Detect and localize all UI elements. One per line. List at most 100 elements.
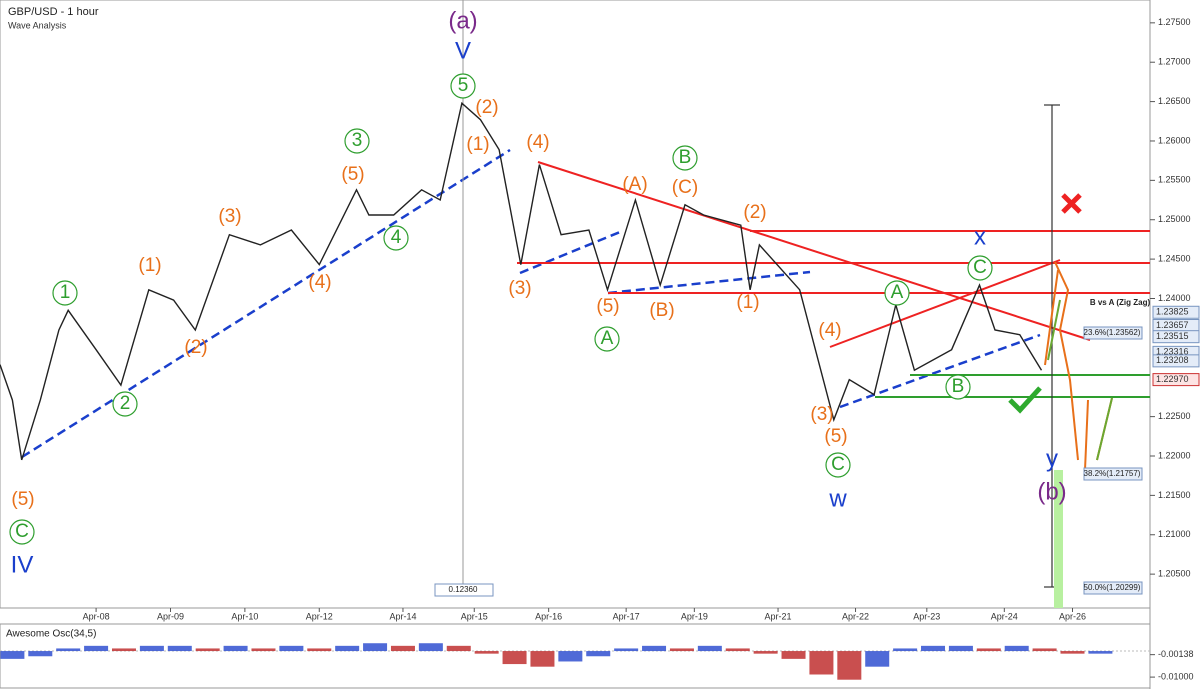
wave-circle (344, 128, 370, 154)
x-tick-label: Apr-15 (461, 611, 488, 621)
oscillator-bar (921, 645, 946, 652)
wave-label: (3) (508, 278, 531, 299)
oscillator-bar (56, 648, 81, 652)
oscillator-bar (0, 651, 25, 659)
wave-label: V (455, 37, 471, 64)
price-tag-label: 1.23316 (1156, 347, 1189, 357)
oscillator-bar (446, 645, 471, 652)
oscillator-bar (167, 645, 192, 652)
oscillator-bar (139, 645, 164, 652)
oscillator-bar (307, 648, 332, 652)
wave-label: (a) (448, 7, 477, 34)
fib-box (1083, 467, 1143, 481)
wave-label: 5 (458, 75, 469, 96)
x-tick-label: Apr-09 (157, 611, 184, 621)
y-tick-label: 1.25500 (1158, 175, 1191, 185)
wave-label: A (891, 282, 904, 303)
x-tick-label: Apr-08 (83, 611, 110, 621)
x-tick-label: Apr-17 (613, 611, 640, 621)
oscillator-bar (111, 648, 136, 652)
oscillator-bar (474, 651, 499, 654)
wave-circle (945, 374, 971, 400)
wave-label: (2) (184, 337, 207, 358)
price-tag-label: 1.22970 (1156, 374, 1189, 384)
wave-label: (3) (218, 206, 241, 227)
y-tick-label: 1.24500 (1158, 253, 1191, 263)
x-tick-label: Apr-14 (389, 611, 416, 621)
oscillator-bar (223, 645, 248, 652)
oscillator-bar (195, 648, 220, 652)
wave-label: 0.12360 (449, 585, 478, 594)
price-tag-box (1152, 330, 1200, 344)
wave-label: B vs A (Zig Zag) (1090, 298, 1151, 307)
y-tick-label: 1.25000 (1158, 214, 1191, 224)
wave-circle (112, 391, 138, 417)
wave-label: (4) (818, 320, 841, 341)
wave-circle (825, 452, 851, 478)
y-tick-label: 1.27500 (1158, 17, 1191, 27)
y-tick-label: 1.20500 (1158, 569, 1191, 579)
oscillator-bar (363, 643, 388, 652)
wave-label: (5) (11, 489, 34, 510)
wave-label: 50.0%(1.20299) (1084, 583, 1141, 592)
y-tick-label: 1.22500 (1158, 411, 1191, 421)
oscillator-bar (753, 651, 778, 654)
oscillator-bar (1032, 648, 1057, 652)
price-tag-label: 1.23208 (1156, 355, 1189, 365)
wave-label: 3 (352, 130, 363, 151)
wave-circle (672, 145, 698, 171)
wave-label: (5) (341, 164, 364, 185)
price-tag-label: 1.23825 (1156, 307, 1189, 317)
wave-label: (1) (138, 255, 161, 276)
x-tick-label: Apr-16 (535, 611, 562, 621)
wave-label: (4) (308, 272, 331, 293)
osc-tick-label: -0.00138 (1158, 649, 1194, 659)
oscillator-bar (976, 648, 1001, 652)
wave-label: w (828, 485, 847, 512)
chart-subtitle: Wave Analysis (8, 20, 67, 30)
oscillator-bar (84, 645, 109, 652)
wave-label: C (831, 454, 845, 475)
wave-circle (52, 280, 78, 306)
oscillator-bar (1088, 651, 1113, 654)
wave-label: 4 (391, 227, 402, 248)
oscillator-bar (586, 651, 611, 657)
wave-label: (b) (1037, 478, 1066, 505)
wave-label: B (952, 376, 965, 397)
y-tick-label: 1.24000 (1158, 293, 1191, 303)
y-tick-label: 1.21500 (1158, 490, 1191, 500)
oscillator-bar (614, 648, 639, 652)
wave-label: (5) (596, 296, 619, 317)
oscillator-bar (390, 645, 415, 652)
wave-label: (4) (526, 132, 549, 153)
wave-label: (2) (743, 202, 766, 223)
oscillator-bar (642, 645, 667, 652)
wave-label: IV (11, 551, 34, 578)
oscillator-title: Awesome Osc(34,5) (6, 629, 96, 640)
fib-box (434, 583, 494, 597)
x-tick-label: Apr-22 (842, 611, 869, 621)
osc-tick-label: -0.01000 (1158, 671, 1194, 681)
oscillator-bar (837, 651, 862, 680)
wave-label: (C) (672, 177, 698, 198)
oscillator-bar (251, 648, 276, 652)
oscillator-bar (669, 648, 694, 652)
oscillator-bar (28, 651, 53, 657)
wave-label: (A) (622, 174, 647, 195)
wave-label: 23.6%(1.23562) (1084, 328, 1141, 337)
oscillator-bar (697, 645, 722, 652)
x-tick-label: Apr-21 (765, 611, 792, 621)
x-tick-label: Apr-23 (913, 611, 940, 621)
wave-label: 1 (60, 282, 71, 303)
oscillator-bar (558, 651, 583, 662)
price-tag-box (1152, 354, 1200, 368)
oscillator-bar (865, 651, 890, 667)
oscillator-bar (725, 648, 750, 652)
oscillator-bar (893, 648, 918, 652)
y-tick-label: 1.21000 (1158, 529, 1191, 539)
oscillator-bar (781, 651, 806, 659)
fib-box (1083, 326, 1143, 340)
wave-label: C (973, 257, 987, 278)
x-tick-label: Apr-12 (306, 611, 333, 621)
wave-label: (3) (810, 404, 833, 425)
